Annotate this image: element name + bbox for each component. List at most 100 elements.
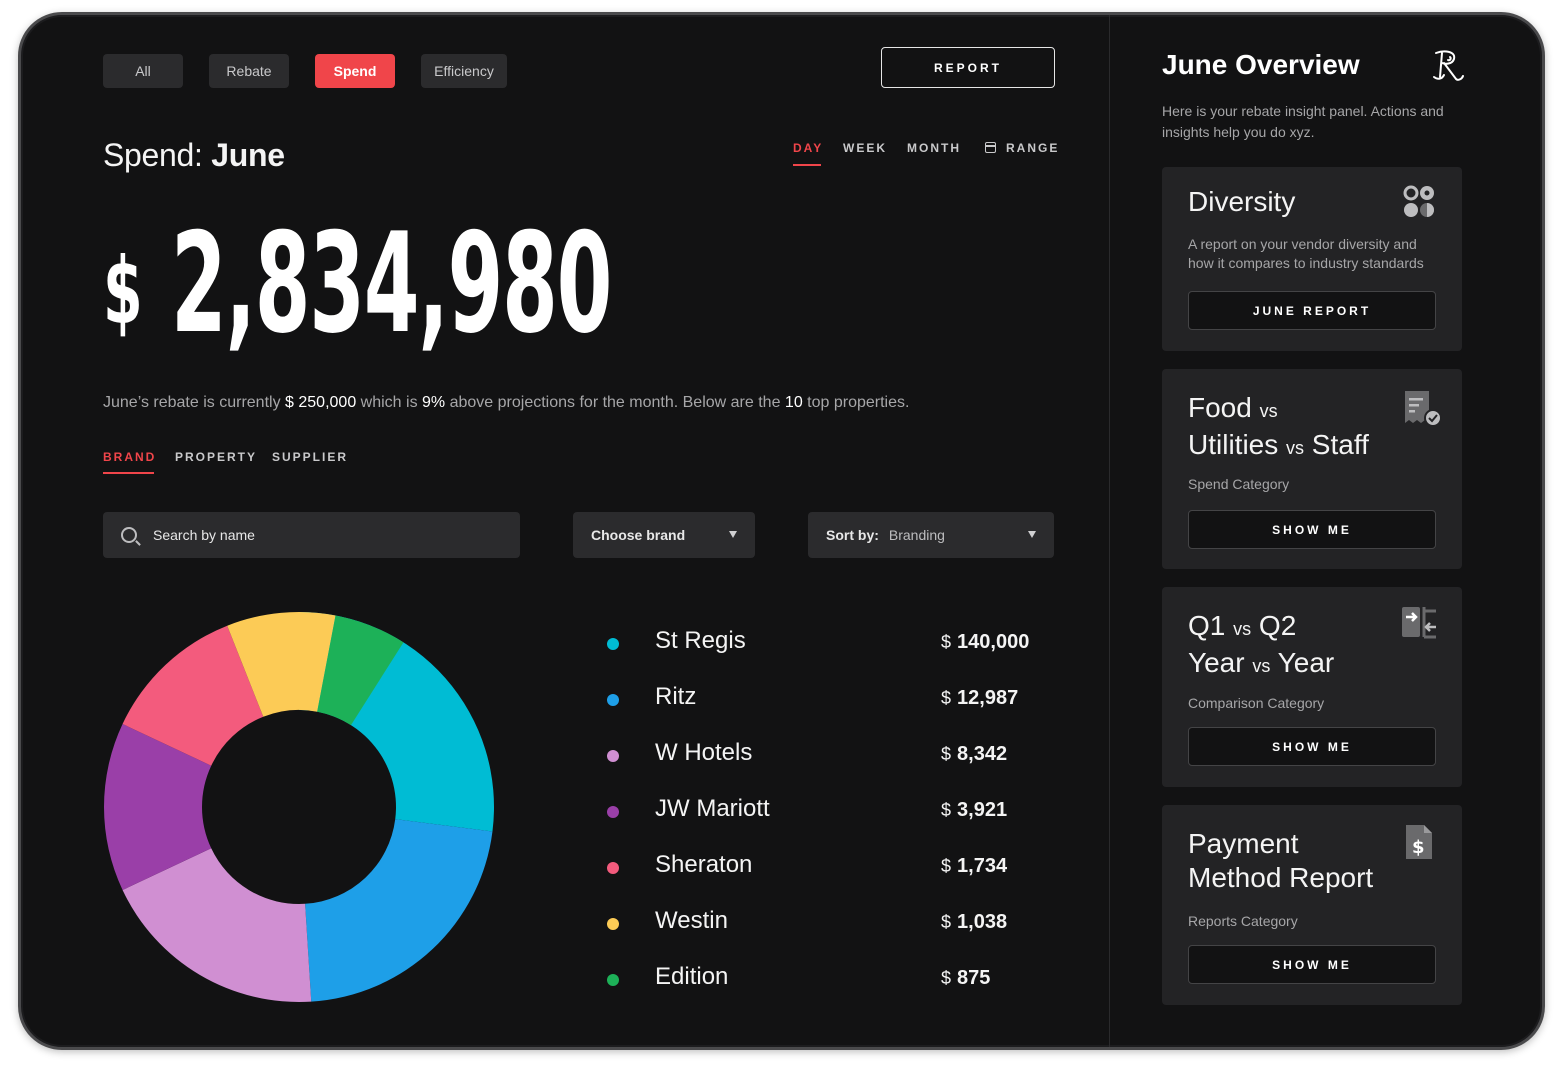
overview-title: June Overview [1162,49,1360,80]
legend-brand-name: Ritz [655,683,697,710]
donut-slice-edition [317,615,404,726]
rebate-description: June’s rebate is currently $ 250,000 whi… [103,394,909,412]
legend-color-dot [607,750,619,762]
card-title-text: Year [1277,647,1335,678]
sort-label: Sort by: [826,527,879,543]
filter-rebate[interactable]: Rebate [209,54,289,88]
filter-all[interactable]: All [103,54,183,88]
chevron-down-icon [1028,531,1036,538]
legend-value: $8,342 [941,743,1007,766]
legend-row: W Hotels $8,342 [607,735,1047,775]
dollar-document-icon: $ [1406,825,1432,859]
tab-brand[interactable]: BRAND [103,450,157,474]
legend-currency: $ [941,856,952,876]
filter-spend[interactable]: Spend [315,54,395,88]
tab-supplier[interactable]: SUPPLIER [272,450,349,464]
brand-select-value: Choose brand [591,527,686,543]
card-title-text: Year [1188,647,1245,678]
card-title-vs: vs [1259,401,1278,421]
desc-count: 10 [784,394,803,411]
legend-amount: 8,342 [957,743,1008,765]
legend-currency: $ [941,800,952,820]
legend-amount: 12,987 [957,687,1019,709]
legend-color-dot [607,694,619,706]
legend-brand-name: Westin [655,907,728,934]
search-placeholder: Search by name [153,527,255,543]
sort-value: Branding [888,527,945,543]
show-me-button[interactable]: SHOW ME [1188,727,1436,766]
panel-divider [1109,15,1110,1047]
card-description: Reports Category [1188,913,1298,929]
desc-percent: 9% [422,394,446,411]
main-panel: All Rebate Spend Efficiency REPORT Spend… [21,15,1109,1047]
card-title-text: Food [1188,392,1252,423]
legend-brand-name: JW Mariott [655,795,770,822]
legend-row: Edition $875 [607,959,1047,999]
card-title-text: Q1 [1188,610,1226,641]
legend-value: $140,000 [941,631,1029,654]
svg-text:$: $ [1412,837,1425,858]
filter-efficiency[interactable]: Efficiency [421,54,507,88]
donut-slice-sheraton [122,625,264,766]
card-title: Q1 vs Q2 Year vs Year [1188,609,1334,683]
card-title-text: Q2 [1258,610,1297,641]
legend-color-dot [607,806,619,818]
legend-row: St Regis $140,000 [607,623,1047,663]
donut-slice-ritz [305,819,493,1002]
amount-currency: $ [103,238,143,345]
legend-amount: 1,734 [957,855,1008,877]
tab-property[interactable]: PROPERTY [175,450,258,464]
legend-currency: $ [941,968,952,988]
amount-value: 2,834,980 [171,203,612,364]
donut-slice-jw-mariott [104,723,212,891]
tab-range-label: RANGE [1006,141,1060,155]
legend-value: $875 [941,967,990,990]
diversity-dots-icon [1403,185,1434,217]
tab-range[interactable]: RANGE [985,141,1059,155]
legend-color-dot [607,862,619,874]
legend-value: $1,038 [941,911,1007,934]
show-me-button[interactable]: SHOW ME [1188,510,1436,549]
legend-row: Westin $1,038 [607,903,1047,943]
tab-month[interactable]: MONTH [907,141,961,155]
sort-select[interactable]: Sort by: Branding [808,512,1054,558]
tab-day[interactable]: DAY [793,141,824,166]
legend-row: Sheraton $1,734 [607,847,1047,887]
card-title-text: Method Report [1188,862,1374,893]
june-report-button[interactable]: JUNE REPORT [1188,291,1436,330]
report-button[interactable]: REPORT [881,47,1055,88]
page-title: Spend: June [103,137,285,174]
tab-week[interactable]: WEEK [843,141,887,155]
search-icon [121,527,137,543]
legend-amount: 1,038 [957,911,1008,933]
card-title-vs: vs [1286,438,1305,458]
card-payment-method-report: Payment Method Report $ Reports Category… [1162,805,1462,1005]
legend-row: Ritz $12,987 [607,679,1047,719]
show-me-button[interactable]: SHOW ME [1188,945,1436,984]
overview-subtitle: Here is your rebate insight panel. Actio… [1162,103,1444,140]
legend-currency: $ [941,688,952,708]
title-prefix: Spend: [103,137,203,173]
legend-color-dot [607,918,619,930]
search-input[interactable]: Search by name [103,512,520,558]
legend-brand-name: St Regis [655,627,746,654]
legend-brand-name: Edition [655,963,729,990]
chevron-down-icon [729,531,737,538]
compare-arrows-icon [1402,607,1436,639]
brand-donut-chart [104,612,495,1002]
legend-value: $3,921 [941,799,1007,822]
card-title-text: Diversity [1188,186,1296,217]
legend-currency: $ [941,632,952,652]
card-title-text: Payment [1188,828,1299,859]
tablet-frame: All Rebate Spend Efficiency REPORT Spend… [18,12,1545,1050]
card-title-vs: vs [1233,619,1252,639]
legend-currency: $ [941,912,952,932]
card-title: Payment Method Report [1188,827,1373,895]
desc-text: June’s rebate is currently [103,394,281,411]
brand-select[interactable]: Choose brand [573,512,755,558]
card-description: Comparison Category [1188,695,1325,711]
donut-slice-w-hotels [122,848,312,1002]
card-description: A report on your vendor diversity and ho… [1188,236,1424,271]
legend-brand-name: Sheraton [655,851,753,878]
legend-currency: $ [941,744,952,764]
